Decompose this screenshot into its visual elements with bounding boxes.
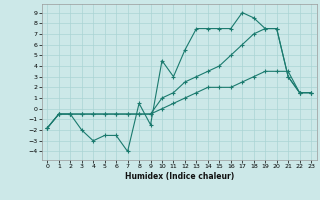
X-axis label: Humidex (Indice chaleur): Humidex (Indice chaleur) — [124, 172, 234, 181]
